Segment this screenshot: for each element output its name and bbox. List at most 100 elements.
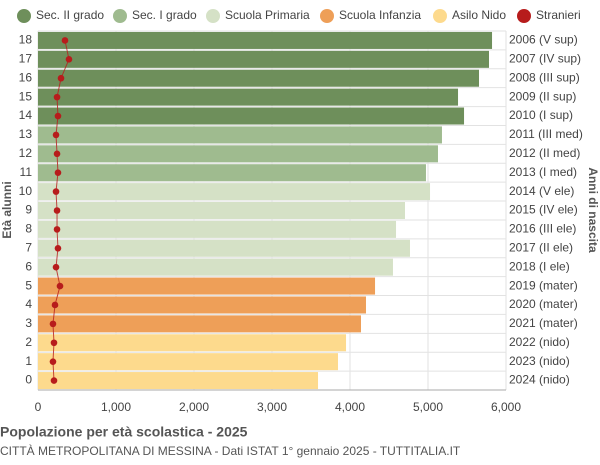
bar bbox=[38, 239, 410, 257]
point bbox=[54, 244, 62, 252]
y-axis-title: Età alunni bbox=[0, 181, 14, 238]
y2-tick-label: 2014 (V ele) bbox=[509, 184, 574, 198]
legend-marker bbox=[433, 9, 447, 23]
bar bbox=[38, 258, 393, 276]
bar bbox=[38, 201, 405, 220]
y2-tick-label: 2023 (nido) bbox=[509, 354, 570, 368]
y-tick-label: 3 bbox=[25, 316, 32, 330]
point bbox=[49, 358, 57, 365]
y-tick-label: 7 bbox=[25, 240, 32, 254]
y2-tick-label: 2022 (nido) bbox=[509, 335, 570, 349]
legend-label: Scuola Infanzia bbox=[339, 8, 421, 22]
bar bbox=[38, 372, 319, 390]
legend-label: Sec. I grado bbox=[132, 8, 197, 22]
point bbox=[49, 320, 57, 328]
y-tick-label: 6 bbox=[25, 259, 32, 273]
bar bbox=[38, 277, 376, 295]
point bbox=[65, 56, 73, 63]
bar bbox=[38, 69, 480, 87]
bar bbox=[38, 31, 493, 49]
y-tick-label: 16 bbox=[19, 70, 33, 84]
y-tick-label: 0 bbox=[25, 373, 32, 387]
y2-tick-label: 2015 (IV ele) bbox=[509, 203, 578, 217]
point bbox=[53, 207, 61, 214]
bar bbox=[38, 126, 442, 144]
bar bbox=[38, 164, 426, 182]
legend-marker bbox=[17, 9, 31, 23]
y-tick-label: 4 bbox=[25, 297, 32, 311]
bar bbox=[38, 183, 431, 201]
point bbox=[53, 93, 61, 101]
y2-tick-label: 2007 (IV sup) bbox=[509, 52, 581, 66]
chart-subtitle: CITTÀ METROPOLITANA DI MESSINA - Dati IS… bbox=[0, 443, 461, 458]
y-tick-label: 10 bbox=[19, 184, 33, 198]
y2-tick-label: 2016 (III ele) bbox=[509, 222, 576, 236]
legend-marker bbox=[320, 9, 334, 23]
legend-marker bbox=[517, 9, 531, 23]
point bbox=[61, 37, 69, 44]
point bbox=[52, 263, 60, 271]
y2-tick-label: 2006 (V sup) bbox=[509, 33, 578, 47]
bar bbox=[38, 334, 347, 352]
point bbox=[50, 377, 58, 384]
y2-tick-label: 2013 (I med) bbox=[509, 165, 577, 179]
y-tick-label: 9 bbox=[25, 203, 32, 217]
y2-tick-label: 2017 (II ele) bbox=[509, 240, 573, 254]
bar bbox=[38, 220, 397, 238]
y2-axis-title: Anni di nascita bbox=[586, 167, 600, 253]
legend-marker bbox=[206, 9, 220, 23]
y-tick-label: 15 bbox=[19, 89, 33, 103]
legend-label: Asilo Nido bbox=[452, 8, 506, 22]
x-tick-label: 4,000 bbox=[335, 400, 365, 414]
bar bbox=[38, 107, 465, 125]
bar bbox=[38, 50, 489, 68]
bar bbox=[38, 88, 459, 106]
y2-tick-label: 2021 (mater) bbox=[509, 316, 578, 330]
y-tick-label: 5 bbox=[25, 278, 32, 292]
y-tick-label: 8 bbox=[25, 222, 32, 236]
y2-tick-label: 2009 (II sup) bbox=[509, 89, 576, 103]
y2-tick-label: 2011 (III med) bbox=[509, 127, 583, 141]
bar bbox=[38, 296, 366, 314]
y2-tick-label: 2019 (mater) bbox=[509, 278, 578, 292]
chart-title: Popolazione per età scolastica - 2025 bbox=[0, 424, 248, 440]
point bbox=[53, 226, 61, 233]
point bbox=[56, 282, 64, 290]
point bbox=[50, 339, 58, 347]
legend-label: Sec. II grado bbox=[36, 8, 104, 22]
y-tick-label: 1 bbox=[25, 354, 32, 368]
legend-label: Stranieri bbox=[536, 8, 581, 22]
y2-tick-label: 2010 (I sup) bbox=[509, 108, 573, 122]
x-tick-label: 5,000 bbox=[413, 400, 443, 414]
y-tick-label: 17 bbox=[19, 52, 33, 66]
y2-tick-label: 2020 (mater) bbox=[509, 297, 578, 311]
point bbox=[52, 188, 60, 195]
y-tick-label: 11 bbox=[20, 165, 33, 179]
y2-tick-label: 2024 (nido) bbox=[509, 373, 570, 387]
x-tick-label: 1,000 bbox=[101, 400, 131, 414]
bar bbox=[38, 353, 338, 371]
legend-marker bbox=[113, 9, 127, 23]
x-tick-label: 6,000 bbox=[491, 400, 521, 414]
point bbox=[54, 169, 62, 177]
y2-tick-label: 2008 (III sup) bbox=[509, 70, 580, 84]
x-tick-label: 3,000 bbox=[257, 400, 287, 414]
point bbox=[52, 131, 60, 139]
point bbox=[53, 150, 61, 158]
legend-label: Scuola Primaria bbox=[225, 8, 310, 22]
x-tick-label: 0 bbox=[35, 400, 42, 414]
point bbox=[51, 301, 59, 309]
y2-tick-label: 2012 (II med) bbox=[509, 146, 580, 160]
y2-tick-label: 2018 (I ele) bbox=[509, 259, 570, 273]
bar bbox=[38, 145, 438, 163]
point bbox=[54, 112, 62, 120]
bar bbox=[38, 315, 361, 333]
y-tick-label: 13 bbox=[19, 127, 33, 141]
y-tick-label: 18 bbox=[19, 33, 33, 47]
y-tick-label: 12 bbox=[19, 146, 33, 160]
x-tick-label: 2,000 bbox=[179, 400, 209, 414]
point bbox=[57, 74, 65, 82]
y-tick-label: 2 bbox=[25, 335, 32, 349]
y-tick-label: 14 bbox=[19, 108, 33, 122]
